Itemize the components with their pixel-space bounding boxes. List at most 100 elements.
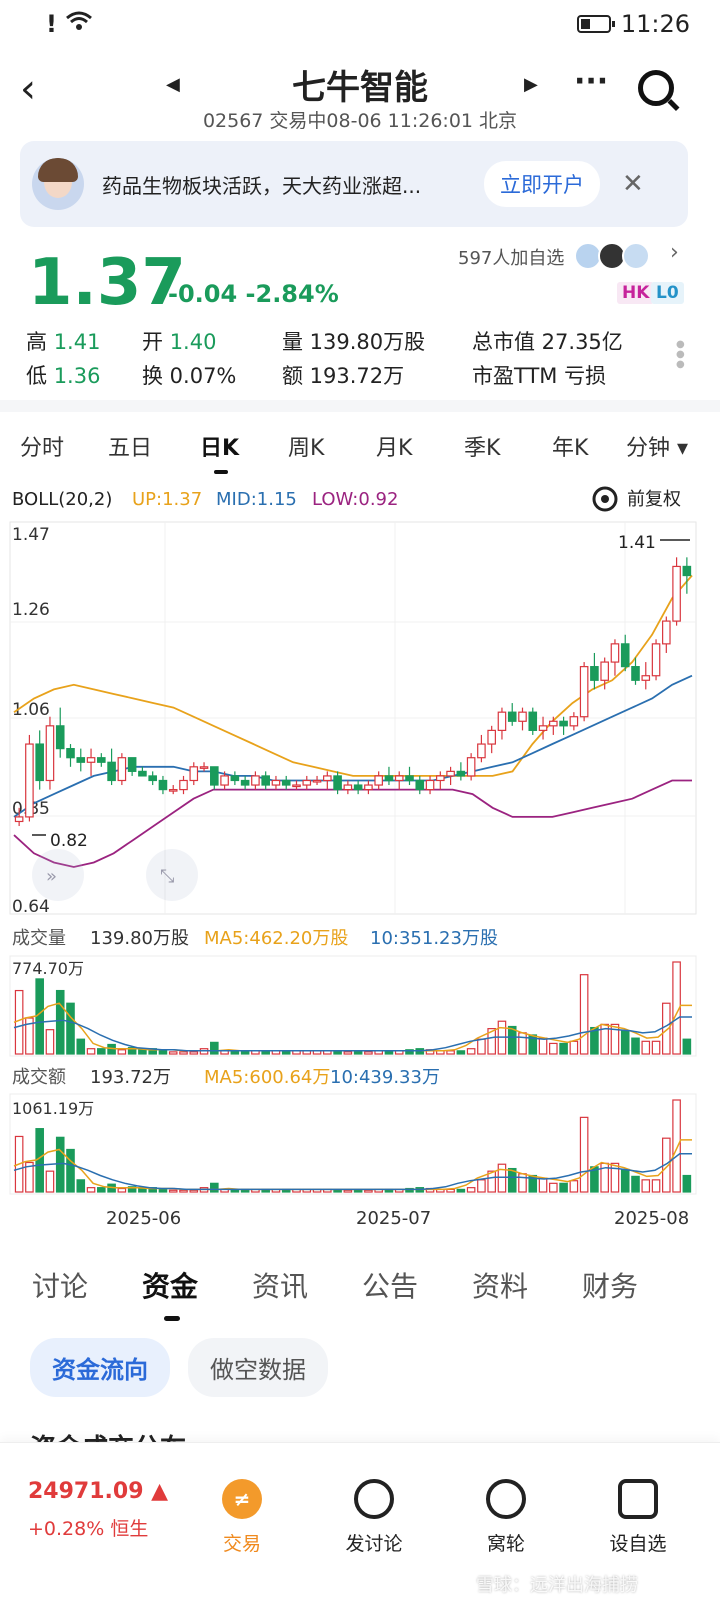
amount-bar: [477, 1179, 486, 1193]
hang-seng-index[interactable]: 24971.09 ▲ +0.28% 恒生: [28, 1479, 168, 1541]
candle-body: [662, 620, 671, 645]
amount-bar: [497, 1163, 507, 1193]
more-stats-icon[interactable]: ● ● ●: [676, 339, 685, 370]
more-icon[interactable]: ···: [574, 64, 609, 99]
capital-flow-pill[interactable]: 资金流向: [30, 1338, 170, 1397]
settings-icon[interactable]: [592, 486, 618, 512]
adjust-button[interactable]: 前复权: [627, 489, 681, 510]
trade-button[interactable]: ≠ 交易: [192, 1479, 292, 1556]
tab-monthly-k[interactable]: 月K: [376, 436, 413, 461]
back-icon[interactable]: ‹: [20, 66, 36, 112]
tab-financials[interactable]: 财务: [582, 1270, 639, 1303]
chevron-right-icon[interactable]: ›: [670, 240, 679, 265]
candle-body: [600, 661, 609, 681]
next-stock-icon[interactable]: ▶: [524, 74, 538, 95]
candle-body: [641, 675, 651, 681]
candle-body: [590, 666, 599, 681]
volume-bar: [631, 1037, 640, 1055]
expand-icon[interactable]: [32, 849, 84, 901]
amount-bar: [333, 1189, 342, 1193]
volume-bar: [651, 1040, 661, 1055]
volume-bar: [168, 1051, 178, 1055]
candle-body: [405, 775, 414, 782]
short-data-pill[interactable]: 做空数据: [188, 1338, 328, 1397]
volume-bar: [518, 1032, 527, 1055]
volume-bar: [117, 1049, 127, 1055]
open-account-button[interactable]: 立即开户: [484, 161, 600, 207]
volume-bar: [569, 1040, 579, 1055]
candle-body: [35, 743, 44, 782]
volume-bar: [76, 1038, 86, 1055]
candle-body: [55, 725, 65, 750]
tab-daily-k[interactable]: 日K: [200, 430, 239, 474]
tab-five-day[interactable]: 五日: [108, 436, 153, 461]
amount-value: 193.72万: [90, 1067, 171, 1088]
content-tabs: 讨论 资金 资讯 公告 资料 财务: [0, 1255, 720, 1321]
stock-title: 七牛智能: [292, 68, 428, 108]
tab-capital[interactable]: 资金: [142, 1265, 198, 1321]
hk-tag: HK: [617, 282, 655, 304]
candle-body: [220, 775, 229, 786]
volume-bar: [487, 1028, 496, 1055]
tab-weekly-k[interactable]: 周K: [288, 436, 325, 461]
amount-max: 1061.19万: [12, 1099, 94, 1118]
tab-discussion[interactable]: 讨论: [32, 1270, 89, 1303]
tab-intraday[interactable]: 分时: [20, 436, 65, 461]
promo-banner[interactable]: 药品生物板块活跃，天大药业涨超... 立即开户 ✕: [20, 141, 688, 227]
volume-bar: [97, 1048, 106, 1055]
amount-bar: [610, 1162, 620, 1193]
volume-bar: [353, 1051, 363, 1055]
candle-body: [148, 775, 157, 782]
volume-bar: [127, 1047, 137, 1055]
tab-quarterly-k[interactable]: 季K: [464, 436, 501, 461]
candle-body: [672, 565, 681, 622]
amount-bar: [620, 1168, 630, 1193]
candle-body: [127, 757, 137, 772]
fullscreen-icon[interactable]: [146, 849, 198, 901]
post-button[interactable]: 发讨论: [324, 1479, 424, 1556]
watchlist-label: 设自选: [609, 1533, 667, 1555]
watchlist-button[interactable]: 设自选: [588, 1479, 688, 1556]
x-axis-label: 2025-06: [106, 1208, 181, 1229]
boll-low-line: [13, 779, 692, 868]
status-bar: ! 11:26: [0, 0, 720, 48]
candle-body: [394, 775, 404, 782]
prev-stock-icon[interactable]: ◀: [166, 74, 180, 95]
watchers-count[interactable]: 597人加自选: [458, 248, 565, 269]
candle-body: [230, 775, 240, 782]
k-line-chart[interactable]: BOLL(20,2) UP:1.37 MID:1.15 LOW:0.92 前复权…: [0, 478, 720, 1238]
candle-body: [538, 725, 548, 731]
close-icon[interactable]: ✕: [622, 169, 644, 199]
x-axis-label: 2025-07: [356, 1208, 431, 1229]
amount-bar: [579, 1116, 589, 1193]
tab-announcements[interactable]: 公告: [362, 1270, 419, 1303]
price-tick: 0.64: [12, 897, 50, 917]
amount-bar: [343, 1189, 353, 1193]
tab-profile[interactable]: 资料: [472, 1270, 529, 1303]
amount-label: 成交额: [12, 1067, 66, 1088]
search-icon[interactable]: [638, 70, 674, 106]
tab-news[interactable]: 资讯: [252, 1270, 309, 1303]
watcher-avatars[interactable]: [574, 242, 650, 270]
candle-body: [179, 779, 188, 791]
volume-bar: [559, 1042, 568, 1055]
volume-bar: [179, 1051, 188, 1055]
volume-bar: [210, 1041, 219, 1055]
tab-yearly-k[interactable]: 年K: [552, 436, 589, 461]
volume-bar: [672, 961, 681, 1055]
warrant-button[interactable]: 窝轮: [456, 1479, 556, 1556]
volume-bar: [25, 1017, 34, 1055]
candle-body: [97, 757, 106, 763]
candle-body: [117, 757, 127, 782]
volume-bar: [446, 1050, 455, 1055]
tab-minute[interactable]: 分钟 ▾: [626, 436, 689, 461]
market-cap-stat: 总市值 27.35亿: [472, 330, 623, 354]
turnover-stat: 换 0.07%: [142, 364, 237, 388]
settings-icon-dot: [601, 495, 609, 503]
price-tick: 1.26: [12, 600, 50, 620]
candle-body: [343, 784, 353, 791]
amount-bar: [25, 1161, 34, 1193]
volume-bar: [86, 1048, 96, 1055]
quote-panel: 1.37 -0.04 -2.84% 597人加自选 › HK L0 高 1.41…: [0, 240, 720, 400]
amount-bar: [76, 1179, 86, 1193]
